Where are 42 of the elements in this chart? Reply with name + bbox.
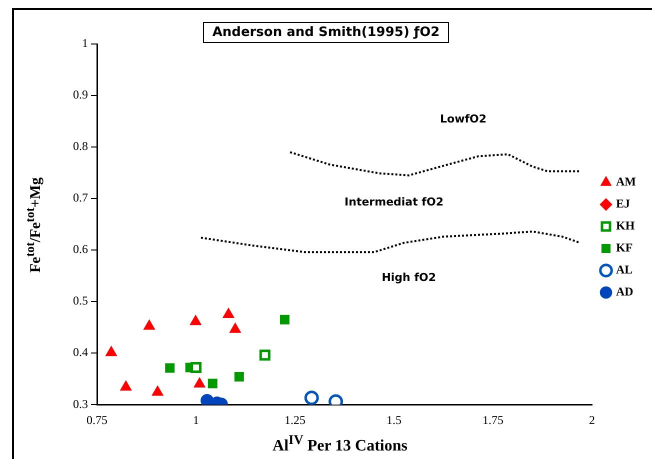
point	[280, 314, 290, 324]
y-tick-label: 0.8	[73, 139, 88, 154]
point	[222, 308, 234, 318]
y-tick-label: 0.6	[73, 242, 88, 256]
y-tick-label: 0.5	[73, 294, 88, 308]
point	[152, 386, 164, 396]
line-series	[200, 230, 582, 254]
y-tick-label: 1	[82, 36, 88, 50]
point	[120, 380, 132, 391]
point	[234, 372, 244, 382]
x-axis-title: Al$^{IV}$ Per 13 Cations	[272, 432, 408, 456]
y-tick-label: 0.7	[73, 190, 88, 205]
point	[304, 390, 319, 405]
legend-label: KF	[616, 240, 633, 255]
chart-title: Anderson and Smith(1995) ƒO2	[203, 22, 449, 43]
annotation: High fO2	[382, 271, 436, 284]
legend-label: EJ	[616, 196, 630, 211]
x-tick-label: 0.75	[86, 412, 108, 427]
point	[144, 320, 155, 330]
x-tick-label: 1.5	[386, 412, 402, 427]
legend-label: KH	[616, 218, 636, 233]
point	[259, 350, 270, 361]
annotation: LowfO2	[440, 112, 487, 126]
x-tick-label: 1.25	[284, 412, 306, 427]
line-series	[289, 151, 582, 176]
point	[190, 315, 202, 326]
x-tick-label: 1.75	[482, 412, 504, 427]
y-tick-label: 0.4	[73, 345, 88, 360]
x-tick-label: 2	[589, 412, 596, 427]
legend-label: AD	[616, 284, 634, 299]
point	[208, 378, 218, 388]
y-tick-label: 0.3	[73, 396, 88, 411]
legend-label: AL	[616, 262, 633, 277]
point	[165, 363, 175, 373]
y-tick-label: 0.9	[73, 88, 88, 102]
legend-label: AM	[616, 174, 636, 189]
point	[106, 346, 117, 356]
point	[190, 362, 202, 374]
point	[230, 322, 241, 333]
annotation: Intermediat fO2	[344, 196, 444, 209]
x-tick-label: 1	[193, 412, 199, 427]
point	[194, 377, 206, 388]
